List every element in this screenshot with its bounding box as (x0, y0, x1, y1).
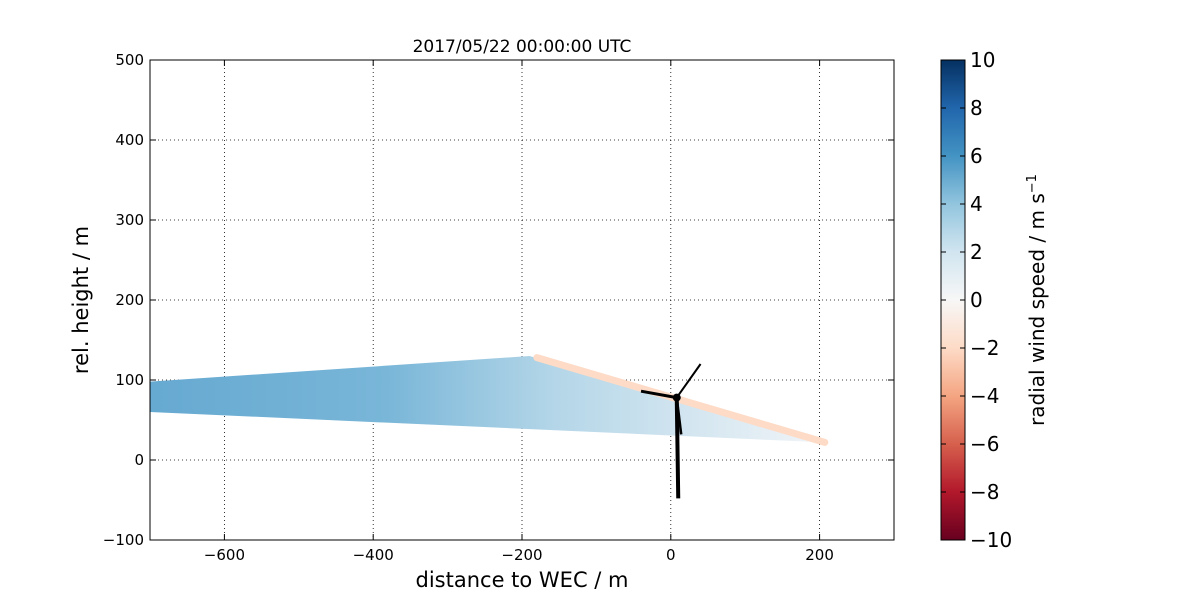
colorbar-label: radial wind speed / m s−1 (1025, 174, 1049, 426)
x-tick-label: −600 (204, 546, 245, 564)
colorbar-tick-label: 10 (970, 48, 995, 72)
y-tick-label: 0 (134, 451, 144, 469)
colorbar-tick-label: −6 (970, 432, 999, 456)
y-tick-label: 200 (115, 291, 144, 309)
y-tick-label: 400 (115, 131, 144, 149)
colorbar-tick-label: −8 (970, 480, 999, 504)
y-tick-label: 500 (115, 51, 144, 69)
x-tick-label: 200 (805, 546, 834, 564)
x-axis-label: distance to WEC / m (416, 568, 629, 592)
y-tick-label: 300 (115, 211, 144, 229)
turbine-blade (675, 363, 702, 399)
turbine-blade (675, 397, 683, 435)
chart-title: 2017/05/22 00:00:00 UTC (413, 37, 632, 57)
y-axis-ticks: −100 0 100 200 300 400 500 (103, 51, 894, 549)
x-tick-label: −400 (353, 546, 394, 564)
grid-lines (150, 60, 894, 540)
colorbar-tick-label: 2 (970, 240, 983, 264)
negative-wind-ray (533, 354, 829, 446)
colorbar-tick-label: −4 (970, 384, 999, 408)
turbine-tower (674, 397, 681, 499)
x-tick-label: 0 (666, 546, 676, 564)
scan-sector (150, 356, 825, 443)
y-axis-label: rel. height / m (69, 226, 93, 374)
colorbar-tick-label: −2 (970, 336, 999, 360)
colorbar-ticks: −10 −8 −6 −4 −2 0 2 4 6 8 10 (941, 48, 1012, 552)
x-axis-ticks: −600 −400 −200 0 200 (204, 60, 834, 564)
x-tick-label: −200 (501, 546, 542, 564)
colorbar-label-exponent: −1 (1025, 174, 1040, 193)
colorbar-tick-label: 6 (970, 144, 983, 168)
colorbar-tick-label: 8 (970, 96, 983, 120)
wind-turbine (640, 363, 702, 499)
y-tick-label: −100 (103, 531, 144, 549)
colorbar-label-text: radial wind speed / m s (1025, 193, 1049, 426)
turbine-hub (672, 393, 681, 402)
y-tick-label: 100 (115, 371, 144, 389)
turbine-blade (640, 389, 678, 400)
colorbar-tick-label: −10 (970, 528, 1012, 552)
colorbar-tick-label: 4 (970, 192, 983, 216)
colorbar-tick-label: 0 (970, 288, 983, 312)
